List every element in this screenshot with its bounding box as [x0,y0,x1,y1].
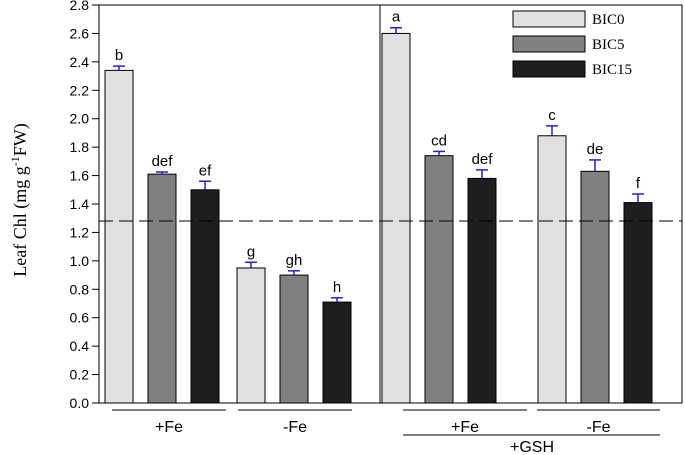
bar [424,155,454,404]
significance-letter: f [636,175,641,192]
panel-label: +GSH [510,439,554,455]
bar [236,267,266,404]
legend-label: BIC0 [592,12,625,28]
significance-letter: def [152,153,174,170]
y-tick-label: 2.2 [70,82,90,98]
significance-letter: a [392,9,401,26]
significance-letter: gh [286,252,303,269]
legend-swatch [512,10,586,28]
y-axis-ticks: 0.0 0.2 0.4 0.6 0.8 1.0 1.2 1.4 1.6 1.8 2.0 2.2 2.4 2… [70,0,99,411]
y-tick-label: 0.0 [70,395,90,411]
y-tick-label: 1.4 [70,196,90,212]
y-tick-label: 1.0 [70,253,90,269]
bar [467,177,497,404]
bar [279,274,309,404]
y-tick-label: 2.6 [70,25,90,41]
significance-letter: g [247,243,255,260]
y-tick-label: 1.8 [70,139,90,155]
bar [537,135,567,404]
group-labels: +Fe -Fe +Fe -Fe +GSH [112,409,660,455]
y-axis-label-text: Leaf Chl (mg g [10,166,31,276]
y-axis-label: Leaf Chl (mg g-1FW) [8,123,31,276]
y-tick-label: 0.6 [70,310,90,326]
bar [190,189,220,404]
significance-letter: ef [199,162,212,179]
legend-swatch [512,35,586,53]
bar [381,32,411,404]
svg-text:Leaf Chl (mg g-1FW): Leaf Chl (mg g-1FW) [8,123,31,276]
group-label: +Fe [155,419,183,436]
y-tick-label: 2.4 [70,54,90,70]
y-axis-label-unit: FW) [10,123,31,156]
significance-letter: h [333,279,341,296]
bar [322,301,352,404]
significance-letter: b [115,47,123,64]
y-tick-label: 0.2 [70,367,90,383]
bar [580,170,610,404]
group-label: -Fe [283,419,307,436]
y-tick-label: 1.6 [70,168,90,184]
y-tick-label: 2.0 [70,111,90,127]
y-tick-label: 0.8 [70,281,90,297]
bar [147,173,177,404]
bar [104,69,134,404]
significance-letter: de [587,141,604,158]
y-tick-label: 2.8 [70,0,90,13]
legend-swatch [512,60,586,78]
group-label: +Fe [451,419,479,436]
y-tick-label: 0.4 [70,338,90,354]
plot-frame [98,4,683,404]
y-axis-label-superscript: -1 [8,156,22,166]
legend-label: BIC5 [592,37,625,53]
significance-letter: cd [431,132,447,149]
plot-border [98,4,683,404]
bar [623,202,653,404]
y-tick-label: 1.2 [70,224,90,240]
group-label: -Fe [587,419,611,436]
legend: BIC0 BIC5 BIC15 [512,10,632,78]
significance-letter: c [548,107,556,124]
significance-letter: def [472,151,494,168]
legend-label: BIC15 [592,62,632,78]
